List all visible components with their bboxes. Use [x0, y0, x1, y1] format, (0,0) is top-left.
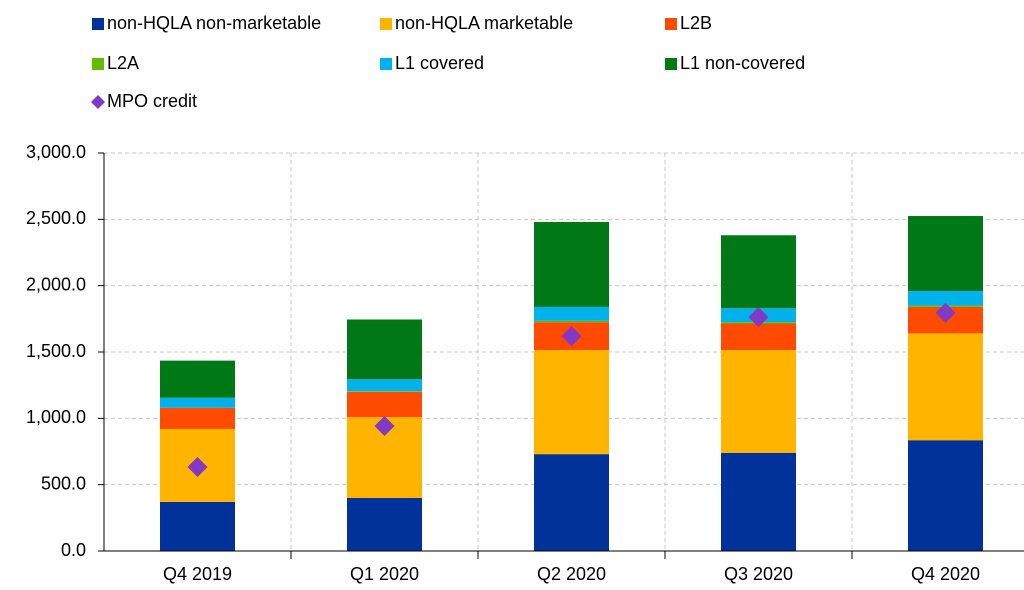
- y-tick-label: 3,000.0: [26, 142, 86, 162]
- legend-label: L1 covered: [395, 53, 484, 73]
- legend-label: L2B: [680, 13, 712, 33]
- bar-segment: [534, 320, 609, 323]
- bar-segment: [347, 391, 422, 418]
- bar-segment: [160, 407, 235, 429]
- bar-segment: [534, 306, 609, 321]
- bar-segment: [721, 235, 796, 309]
- bar-segment: [347, 497, 422, 551]
- legend-swatch: [665, 58, 677, 70]
- bar-segment: [347, 319, 422, 380]
- bar-segment: [908, 333, 983, 441]
- y-tick-label: 0.0: [61, 540, 86, 560]
- bar-segment: [160, 397, 235, 408]
- bar-segment: [347, 379, 422, 392]
- y-tick-label: 2,000.0: [26, 274, 86, 294]
- marker: [935, 302, 956, 323]
- legend-swatch: [92, 18, 104, 30]
- legend-label: L1 non-covered: [680, 53, 805, 73]
- x-tick-label: Q3 2020: [724, 564, 793, 584]
- bar-segment: [908, 440, 983, 551]
- bar-segment: [908, 290, 983, 306]
- bar-segment: [160, 501, 235, 551]
- bar-segment: [347, 391, 422, 392]
- marker: [374, 416, 395, 437]
- y-tick-label: 2,500.0: [26, 208, 86, 228]
- legend-label: non-HQLA marketable: [395, 13, 573, 33]
- y-tick-label: 1,000.0: [26, 407, 86, 427]
- legend-swatch: [665, 18, 677, 30]
- bar-segment: [160, 360, 235, 398]
- x-tick-label: Q2 2020: [537, 564, 606, 584]
- legend-label: non-HQLA non-marketable: [107, 13, 321, 33]
- bar-segment: [534, 221, 609, 307]
- legend-label: MPO credit: [107, 91, 197, 111]
- x-tick-label: Q4 2019: [163, 564, 232, 584]
- x-tick-label: Q1 2020: [350, 564, 419, 584]
- legend-label: L2A: [107, 53, 139, 73]
- legend-swatch: [91, 95, 105, 109]
- bar-segment: [534, 350, 609, 455]
- marker: [187, 457, 208, 478]
- legend-swatch: [380, 18, 392, 30]
- bar-segment: [908, 216, 983, 291]
- bar-segment: [721, 323, 796, 351]
- x-tick-label: Q4 2020: [911, 564, 980, 584]
- marker: [748, 307, 769, 328]
- y-tick-label: 1,500.0: [26, 341, 86, 361]
- bar-segment: [534, 454, 609, 551]
- marker: [561, 326, 582, 347]
- legend-swatch: [380, 58, 392, 70]
- bar-segment: [721, 350, 796, 453]
- bar-segment: [721, 452, 796, 551]
- legend-swatch: [92, 58, 104, 70]
- y-tick-label: 500.0: [41, 473, 86, 493]
